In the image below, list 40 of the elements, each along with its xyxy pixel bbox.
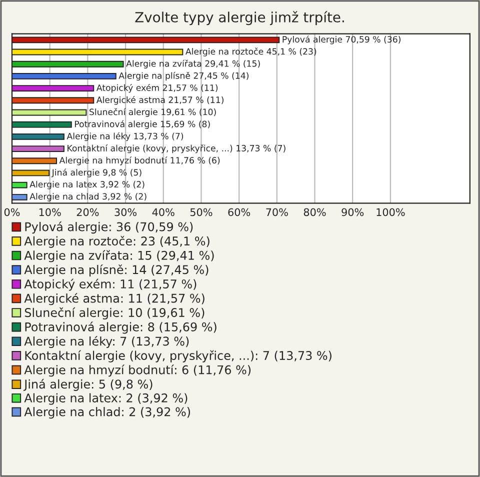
x-tick-label: 10% (39, 208, 61, 216)
legend-label: Alergie na hmyzí bodnutí: 6 (11,76 %) (24, 364, 251, 377)
x-tick-label: 100% (376, 208, 405, 216)
x-tick-label: 70% (266, 208, 288, 216)
data-label: Kontaktní alergie (kovy, pryskyřice, ...) 13,73 % (7) (68, 144, 286, 154)
legend-label: Alergie na zvířata: 15 (29,41 %) (24, 250, 214, 262)
legend-label: Pylová alergie: 36 (70,59 %) (25, 222, 193, 234)
legend-label: Alergické astma: 11 (21,57 %) (24, 293, 204, 306)
data-label: Pylová alergie 70,59 % (36) (282, 36, 400, 44)
data-label: Sluneční alergie 19,61 % (10) (90, 108, 216, 117)
data-label: Alergie na roztoče 45,1 % (23) (186, 48, 316, 56)
legend-label: Alergie na plísně: 14 (27,45 %) (24, 264, 208, 276)
data-label: Alergie na zvířata 29,41 % (15) (126, 60, 260, 68)
x-tick-label: 0% (4, 208, 20, 216)
data-label: Alergie na chlad 3,92 % (2) (30, 192, 146, 202)
data-label: Alergické astma 21,57 % (11) (96, 96, 224, 105)
chart-title: Zvolte typy alergie jimž trpíte. (135, 11, 344, 26)
x-tick-label: 30% (114, 208, 137, 216)
legend-label: Alergie na chlad: 2 (3,92 %) (24, 407, 190, 419)
data-label: Atopický exém 21,57 % (11) (96, 84, 218, 93)
legend-label: Alergie na latex: 2 (3,92 %) (24, 393, 188, 405)
x-tick-label: 80% (304, 208, 326, 216)
legend-label: Jiná alergie: 5 (9,8 %) (24, 378, 152, 391)
data-label: Jiná alergie 9,8 % (5) (51, 168, 142, 178)
data-label: Potravinová alergie 15,69 % (8) (75, 120, 210, 129)
legend-label: Alergie na léky: 7 (13,73 %) (24, 336, 189, 348)
legend-label: Sluneční alergie: 10 (19,61 %) (24, 307, 204, 320)
data-label: Alergie na latex 3,92 % (2) (30, 180, 144, 190)
x-tick-label: 60% (228, 208, 250, 216)
x-tick-label: 40% (152, 208, 174, 216)
data-label: Alergie na plísně 27,45 % (14) (118, 72, 248, 81)
legend-label: Atopický exém: 11 (21,57 %) (24, 278, 196, 291)
x-tick-label: 90% (342, 208, 364, 216)
legend-label: Alergie na roztoče: 23 (45,1 %) (24, 236, 210, 248)
data-label: Alergie na léky 13,73 % (7) (66, 132, 184, 142)
data-label: Alergie na hmyzí bodnutí 11,76 % (6) (59, 156, 220, 166)
x-tick-label: 20% (76, 208, 99, 216)
x-tick-label: 50% (190, 208, 212, 216)
legend-label: Potravinová alergie: 8 (15,69 %) (25, 322, 216, 334)
legend-label: Kontaktní alergie (kovy, pryskyřice, ...): 7 (13,73 %) (25, 350, 332, 362)
